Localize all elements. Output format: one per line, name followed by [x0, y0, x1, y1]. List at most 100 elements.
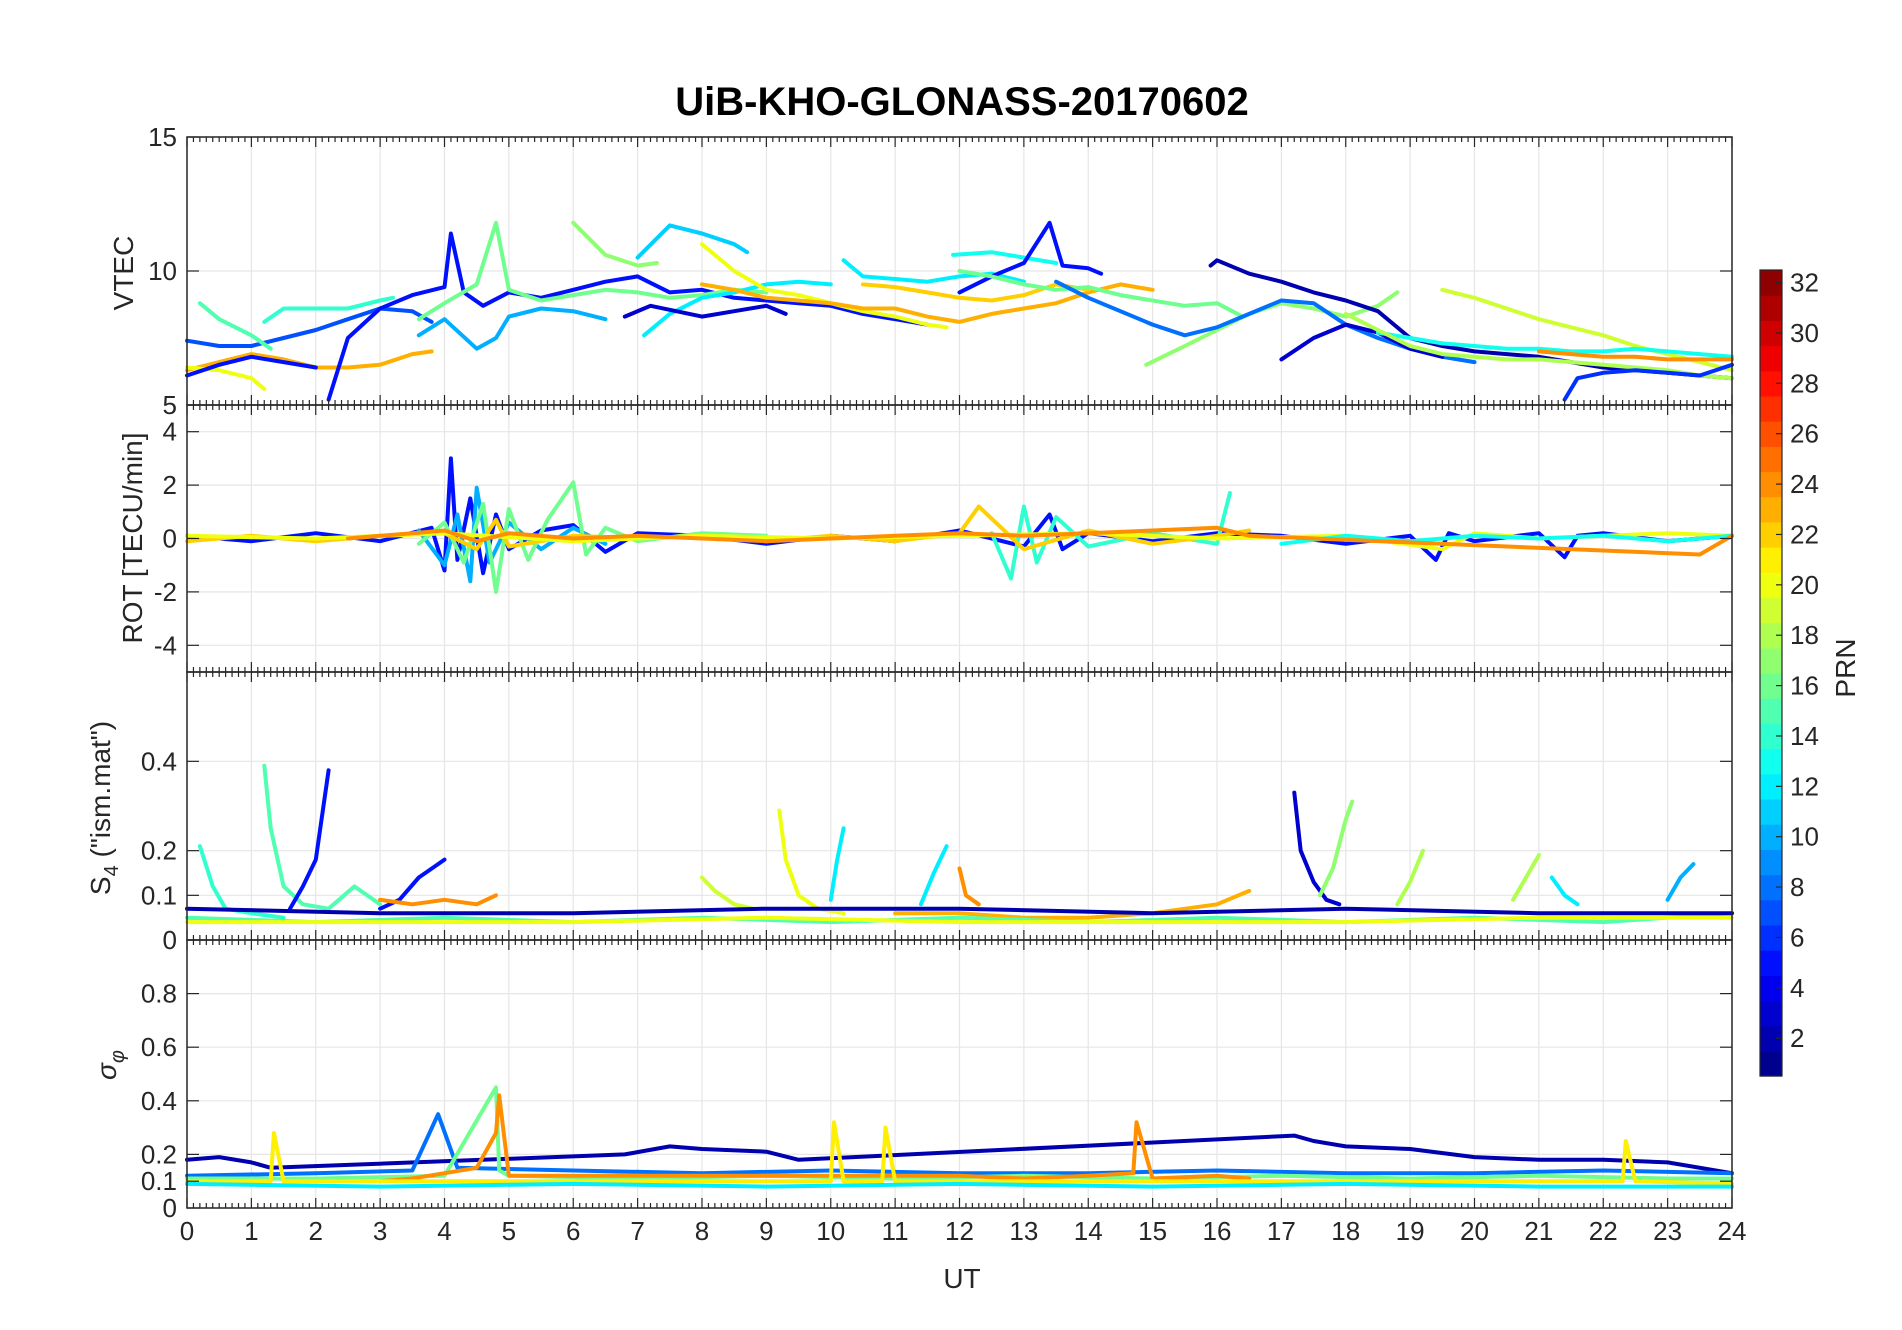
colorbar-swatch: [1760, 874, 1782, 901]
y-tick-label: 4: [163, 417, 177, 447]
y-tick-label: 0: [163, 1193, 177, 1223]
colorbar-swatch: [1760, 270, 1782, 296]
series-line-prn-17: [571, 220, 659, 268]
colorbar-swatch: [1760, 597, 1782, 624]
y-tick-label: 0.1: [141, 1166, 177, 1196]
series-line-prn-11: [635, 223, 750, 260]
x-tick-label: 1: [244, 1216, 258, 1246]
colorbar-swatch: [1760, 496, 1782, 523]
colorbar-swatch: [1760, 421, 1782, 447]
colorbar-swatch: [1760, 899, 1782, 926]
colorbar-tick-label: 8: [1790, 872, 1804, 902]
y-tick-label: 0: [163, 524, 177, 554]
y-tick-label: 0: [163, 925, 177, 955]
colorbar-swatch: [1760, 950, 1782, 976]
series-line-prn-2: [185, 1133, 1734, 1176]
series-line-prn-23: [700, 282, 1155, 324]
x-tick-label: 0: [180, 1216, 194, 1246]
series-line-prn-12: [918, 844, 949, 907]
x-axis-label: UT: [943, 1263, 980, 1294]
s4-lines: [185, 763, 1734, 925]
series-line-prn-7: [185, 306, 434, 348]
series-line-prn-18: [1343, 311, 1734, 381]
series-line-prn-3: [622, 303, 788, 319]
colorbar-tick-label: 20: [1790, 570, 1819, 600]
y-tick-label: 0.2: [141, 1139, 177, 1169]
y-tick-label: 0.4: [141, 746, 177, 776]
colorbar-tick-label: 10: [1790, 822, 1819, 852]
series-line-prn-12: [841, 258, 1026, 284]
colorbar-swatch: [1760, 572, 1782, 599]
x-tick-label: 6: [566, 1216, 580, 1246]
y-tick-label: -4: [154, 630, 177, 660]
x-tick-label: 4: [437, 1216, 451, 1246]
series-line-prn-24: [378, 893, 498, 907]
series-line-prn-24: [1536, 349, 1734, 362]
colorbar-tick-label: 12: [1790, 771, 1819, 801]
y-tick-label: 5: [163, 390, 177, 420]
series-line-prn-3: [1279, 322, 1445, 362]
x-tick-label: 15: [1138, 1216, 1167, 1246]
series-line-prn-12: [1549, 875, 1580, 907]
x-tick-label: 22: [1589, 1216, 1618, 1246]
panel-rot: -4 -2 0 2 4 ROT [TECU/min]: [117, 404, 1734, 673]
y-tick-label: 0.6: [141, 1032, 177, 1062]
series-line-prn-12: [185, 1181, 1734, 1189]
series-line-prn-22: [860, 282, 1091, 303]
sigma-phi-ylabel: σφ: [91, 1050, 129, 1080]
series-line-prn-24: [378, 1093, 1252, 1184]
x-tick-label: 3: [373, 1216, 387, 1246]
y-tick-label: 10: [148, 256, 177, 286]
vtec-ylabel: VTEC: [108, 236, 139, 311]
colorbar-swatch: [1760, 1050, 1782, 1077]
y-tick-label: 0.2: [141, 836, 177, 866]
x-tick-label: 20: [1460, 1216, 1489, 1246]
series-line-prn-10: [416, 306, 608, 351]
colorbar-tick-label: 6: [1790, 922, 1804, 952]
series-line-prn-23: [893, 888, 1252, 920]
colorbar-tick-label: 18: [1790, 620, 1819, 650]
y-tick-label: 2: [163, 470, 177, 500]
series-line-prn-13: [1279, 533, 1734, 546]
series-line-prn-22: [185, 504, 1252, 552]
series-line-prn-18: [1511, 853, 1541, 902]
series-line-prn-19: [700, 875, 756, 911]
sigma-phi-grid: [186, 940, 1733, 1209]
series-line-prn-17: [1318, 799, 1355, 898]
x-tick-label: 11: [882, 1216, 909, 1246]
colorbar-tick-label: 14: [1790, 721, 1819, 751]
x-tick-label: 14: [1074, 1216, 1103, 1246]
panel-sigma-phi: 00.10.20.40.60.80 1 2 3 4 5 6 7 8 9 10 11 12 13 14 15 16…: [91, 939, 1746, 1246]
colorbar-swatch: [1760, 748, 1782, 775]
x-tick-label: 19: [1396, 1216, 1425, 1246]
x-tick-label: 21: [1524, 1216, 1553, 1246]
colorbar-tick-label: 2: [1790, 1023, 1804, 1053]
colorbar-swatch: [1760, 622, 1782, 649]
colorbar-swatch: [1760, 924, 1782, 951]
colorbar-swatch: [1760, 295, 1782, 321]
s4-grid: [186, 672, 1733, 941]
x-tick-label: 7: [630, 1216, 644, 1246]
colorbar-swatch: [1760, 370, 1782, 397]
colorbar-tick-label: 30: [1790, 318, 1819, 348]
colorbar-tick-label: 26: [1790, 419, 1819, 449]
x-tick-label: 5: [502, 1216, 516, 1246]
colorbar-swatch: [1760, 673, 1782, 699]
colorbar-label: PRN: [1830, 638, 1861, 697]
series-line-prn-5: [185, 354, 318, 378]
x-tick-label: 10: [816, 1216, 845, 1246]
colorbar-swatch: [1760, 395, 1782, 422]
y-tick-label: 0.1: [141, 880, 177, 910]
colorbar-swatch: [1760, 345, 1782, 372]
colorbar-box: [1759, 269, 1783, 1077]
sigma-phi-lines: [185, 1085, 1734, 1189]
series-line-prn-10: [1665, 862, 1696, 902]
x-tick-label: 23: [1653, 1216, 1682, 1246]
chart-title: UiB-KHO-GLONASS-20170602: [675, 80, 1249, 124]
series-line-prn-15: [197, 301, 273, 351]
series-line-prn-15: [262, 763, 383, 911]
series-line-prn-3: [1292, 790, 1342, 907]
colorbar-swatch: [1760, 824, 1782, 850]
series-line-prn-24: [957, 866, 981, 907]
